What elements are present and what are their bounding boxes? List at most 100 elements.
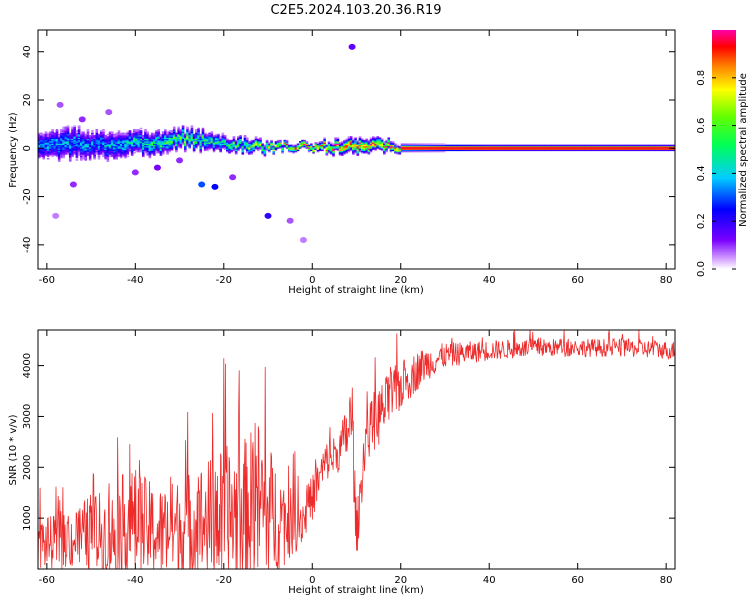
heatmap-cell — [349, 144, 353, 147]
heatmap-cell — [86, 142, 90, 144]
heatmap-cell — [126, 149, 130, 152]
heatmap-cell — [608, 149, 612, 152]
heatmap-cell — [159, 145, 163, 148]
heatmap-cell — [66, 144, 70, 147]
heatmap-cell — [460, 144, 464, 147]
heatmap-cell — [360, 147, 364, 149]
heatmap-cell — [325, 153, 329, 155]
heatmap-cell — [371, 139, 375, 142]
heatmap-cell — [104, 139, 107, 142]
heatmap-cell — [493, 144, 497, 147]
heatmap-cell — [221, 142, 225, 144]
heatmap-cell — [301, 145, 304, 148]
heatmap-cell — [332, 155, 335, 158]
heatmap-cell — [391, 149, 395, 152]
heatmap-cell — [349, 142, 353, 144]
heatmap-cell — [113, 149, 116, 152]
heatmap-cell — [133, 141, 136, 143]
heatmap-cell — [349, 148, 353, 150]
heatmap-cell — [157, 142, 161, 144]
heatmap-cell — [181, 127, 185, 130]
heatmap-cell — [358, 139, 362, 142]
heatmap-cell — [38, 137, 41, 140]
heatmap-cell — [71, 127, 74, 130]
heatmap-cell — [91, 133, 94, 136]
heatmap-cell — [334, 144, 337, 147]
heatmap-cell — [146, 142, 149, 144]
heatmap-cell — [44, 139, 48, 142]
heatmap-cell — [135, 130, 138, 132]
heatmap-cell — [345, 139, 349, 142]
heatmap-cell — [613, 145, 616, 148]
heatmap-cell — [343, 142, 346, 144]
heatmap-cell — [137, 135, 141, 137]
heatmap-cell — [195, 142, 198, 144]
heatmap-cell — [62, 138, 65, 141]
heatmap-cell — [53, 136, 57, 138]
heatmap-cell — [321, 145, 324, 148]
heatmap-cell — [40, 155, 43, 158]
heatmap-cell — [66, 136, 70, 138]
heatmap-cell — [363, 151, 366, 154]
heatmap-cell — [464, 144, 468, 147]
heatmap-cell — [248, 141, 251, 143]
heatmap-cell — [55, 148, 59, 150]
heatmap-cell — [164, 137, 167, 140]
heatmap-cell — [250, 144, 253, 147]
heatmap-cell — [150, 136, 154, 138]
heatmap-cell — [221, 133, 225, 136]
heatmap-cell — [283, 144, 287, 147]
heatmap-cell — [80, 132, 83, 135]
heatmap-cell — [82, 149, 85, 152]
heatmap-cell — [68, 159, 72, 161]
heatmap-cell — [206, 138, 209, 141]
heatmap-cell — [172, 133, 176, 136]
heatmap-cell — [192, 141, 196, 143]
heatmap-cell — [99, 137, 103, 140]
heatmap-cell — [102, 154, 105, 156]
heatmap-cell — [175, 139, 178, 142]
heatmap-cell — [206, 149, 209, 152]
heatmap-cell — [99, 150, 103, 153]
heatmap-cell — [241, 148, 245, 150]
heatmap-cell — [263, 150, 267, 153]
heatmap-cell — [137, 133, 141, 136]
heatmap-cell — [427, 150, 430, 153]
heatmap-cell — [119, 132, 123, 135]
heatmap-cell — [155, 148, 158, 150]
heatmap-cell — [555, 144, 559, 147]
heatmap-cell — [358, 142, 362, 144]
heatmap-cell — [367, 142, 371, 144]
heatmap-cell — [440, 149, 444, 152]
heatmap-cell — [385, 150, 388, 153]
heatmap-cell — [358, 136, 362, 138]
heatmap-cell — [520, 145, 523, 148]
heatmap-cell — [46, 144, 50, 147]
heatmap-cell — [75, 147, 79, 149]
heatmap-cell — [146, 137, 149, 140]
heatmap-cell — [150, 149, 154, 152]
heatmap-cell — [71, 143, 74, 146]
heatmap-cell — [46, 141, 50, 143]
heatmap-cell — [168, 142, 172, 144]
heatmap-cell — [263, 149, 267, 152]
heatmap-cell — [117, 139, 121, 142]
heatmap-cell — [376, 143, 380, 146]
heatmap-cell — [126, 142, 130, 144]
heatmap-cell — [110, 150, 114, 153]
heatmap-cell — [365, 148, 368, 150]
heatmap-cell — [53, 145, 57, 148]
heatmap-cell — [179, 135, 183, 137]
heatmap-ridge — [400, 146, 675, 150]
heatmap-cell — [402, 149, 406, 152]
heatmap-cell — [122, 132, 125, 135]
heatmap-cell — [577, 149, 581, 152]
heatmap-cell — [637, 149, 641, 152]
heatmap-cell — [343, 150, 346, 153]
heatmap-cell — [84, 150, 88, 153]
heatmap-cell — [312, 145, 315, 148]
heatmap-cell — [203, 139, 207, 142]
heatmap-cell — [144, 143, 147, 146]
heatmap-cell — [245, 147, 249, 149]
heatmap-cell — [195, 130, 198, 132]
